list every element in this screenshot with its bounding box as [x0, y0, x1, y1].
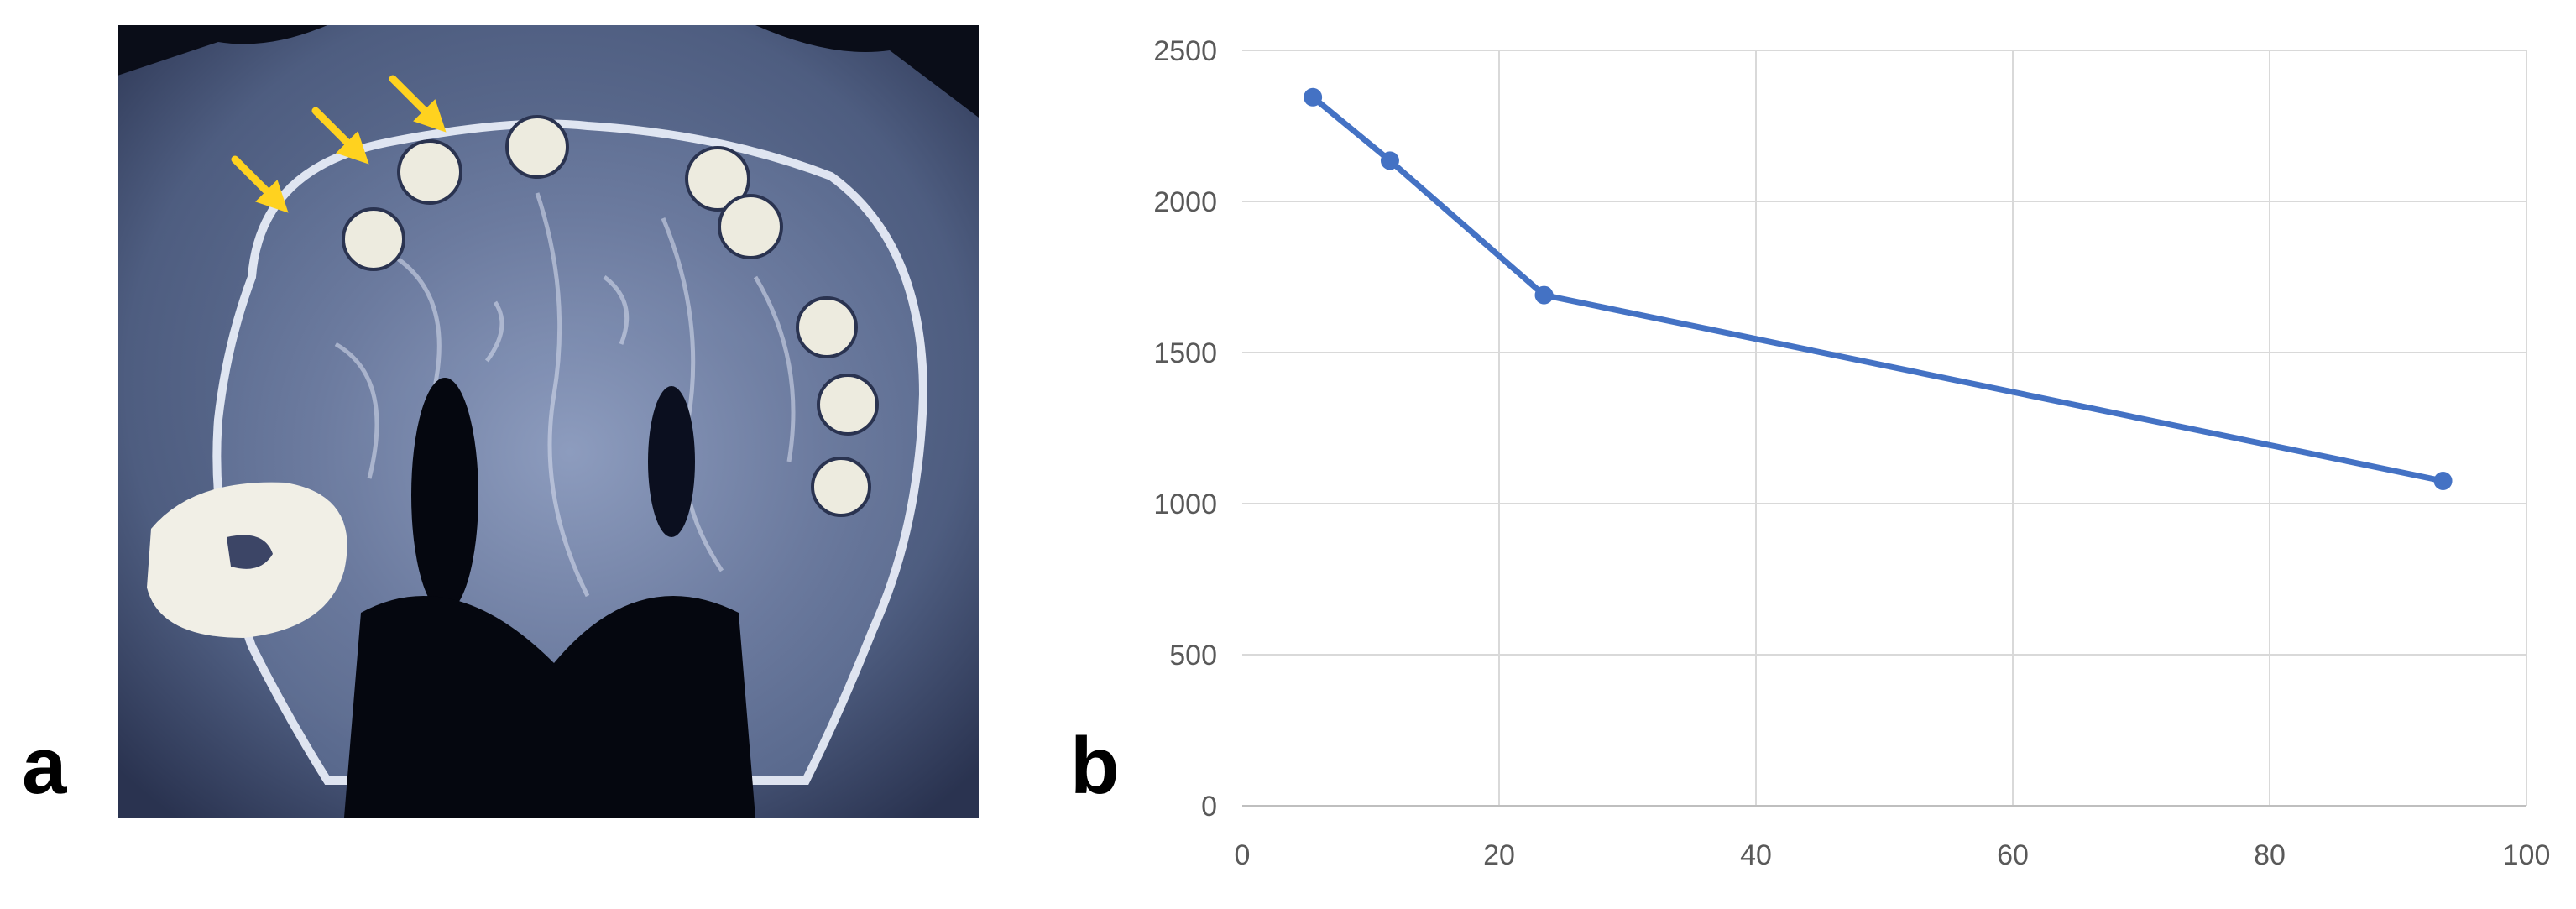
marker-6: [796, 296, 858, 358]
marker-4: [685, 146, 750, 212]
x-tick-label: 0: [1235, 839, 1251, 871]
panel-label-b: b: [1070, 721, 1120, 811]
arrow-icon: [311, 107, 369, 165]
data-point: [1534, 285, 1554, 305]
y-tick-label: 2500: [1153, 35, 1217, 67]
x-tick-label: 80: [2254, 839, 2286, 871]
marker-5: [718, 194, 783, 259]
data-point: [1304, 87, 1323, 107]
arrow-icon: [231, 155, 289, 213]
y-tick-label: 1000: [1153, 488, 1217, 520]
marker-8: [811, 457, 871, 517]
marker-3: [505, 115, 569, 179]
y-tick-label: 1500: [1153, 337, 1217, 369]
marker-2: [397, 139, 462, 205]
y-tick-label: 500: [1169, 640, 1217, 671]
y-tick-label: 2000: [1153, 186, 1217, 218]
x-tick-label: 60: [1997, 839, 2029, 871]
chart-series: [1304, 87, 2453, 490]
y-tick-label: 0: [1201, 791, 1217, 823]
x-tick-label: 100: [2503, 839, 2551, 871]
data-point: [2433, 472, 2453, 490]
panel-label-a: a: [22, 721, 67, 811]
x-tick-label: 40: [1740, 839, 1772, 871]
x-tick-label: 20: [1483, 839, 1515, 871]
data-point: [1380, 151, 1399, 170]
series-line: [1309, 94, 2447, 484]
marker-7: [817, 374, 879, 436]
chart-grid: [1242, 50, 2527, 806]
ct-scan-image: [118, 25, 979, 818]
marker-1: [342, 207, 405, 271]
arrow-icon: [389, 75, 447, 133]
